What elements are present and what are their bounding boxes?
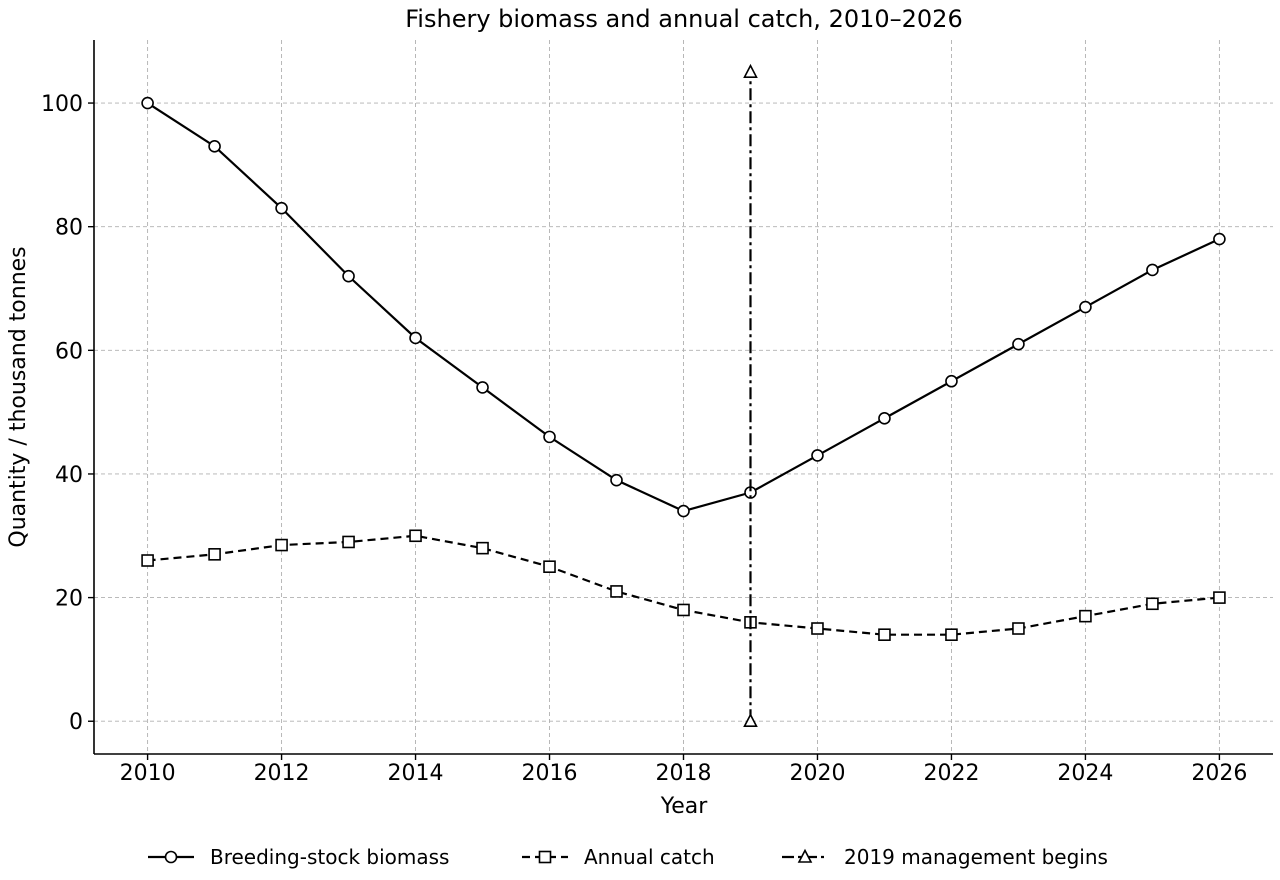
data-point-square	[409, 529, 422, 543]
data-point-circle	[543, 430, 556, 444]
data-point-circle	[208, 140, 221, 153]
x-tick-label: 2020	[789, 761, 845, 786]
legend-label: 2019 management begins	[844, 845, 1108, 869]
x-tick-label: 2012	[254, 761, 310, 786]
series-1	[141, 529, 1226, 641]
x-tick-label: 2022	[923, 761, 979, 786]
data-point-square	[543, 560, 556, 573]
data-point-square	[878, 628, 891, 641]
ticks: 2010 2012 2014 2016 2018 2020 2022 2024 2026 0 20 4…	[41, 92, 1247, 786]
data-point-square	[476, 541, 489, 555]
x-tick-label: 2014	[388, 761, 444, 786]
y-axis-label: Quantity / thousand tonnes	[6, 246, 31, 547]
series-layer	[141, 63, 1226, 728]
data-point-circle	[945, 374, 958, 388]
series-line	[147, 534, 1220, 636]
data-point-triangle	[743, 713, 758, 728]
x-tick-label: 2016	[522, 761, 578, 786]
data-point-circle	[275, 201, 288, 215]
series-2	[743, 63, 758, 728]
x-tick-label: 2010	[120, 761, 176, 786]
data-point-circle	[677, 504, 690, 518]
data-point-square	[342, 535, 355, 549]
y-tick-label: 60	[55, 339, 83, 364]
data-point-circle	[610, 473, 623, 487]
y-tick-label: 40	[55, 463, 83, 488]
data-point-square	[945, 628, 958, 641]
legend-label: Annual catch	[584, 845, 715, 869]
legend-marker-circle	[164, 850, 178, 864]
y-tick-label: 20	[55, 587, 83, 612]
data-point-triangle	[743, 63, 758, 78]
data-point-circle	[1012, 337, 1025, 351]
data-point-square	[1213, 591, 1226, 604]
x-tick-label: 2026	[1191, 761, 1247, 786]
series-0	[141, 96, 1226, 518]
data-point-circle	[141, 96, 154, 110]
data-point-square	[141, 554, 154, 567]
legend-marker-triangle	[797, 848, 813, 863]
data-point-square	[1146, 597, 1159, 611]
y-tick-label: 100	[41, 92, 83, 117]
data-point-circle	[1079, 300, 1092, 314]
x-axis-label: Year	[660, 794, 709, 819]
data-point-circle	[811, 449, 824, 462]
y-tick-label: 0	[69, 710, 83, 735]
x-tick-label: 2024	[1057, 761, 1113, 786]
legend-label: Breeding-stock biomass	[210, 845, 449, 869]
data-point-square	[1079, 609, 1092, 623]
data-point-square	[275, 538, 288, 552]
legend-marker-square	[538, 850, 552, 864]
data-point-square	[208, 548, 221, 561]
grid	[94, 40, 1273, 754]
data-point-circle	[342, 269, 355, 283]
legend-item: Breeding-stock biomass	[148, 845, 449, 869]
data-point-square	[811, 622, 824, 635]
data-point-circle	[1213, 232, 1226, 246]
data-point-circle	[409, 331, 422, 345]
data-point-circle	[878, 412, 891, 425]
x-tick-label: 2018	[656, 761, 712, 786]
legend: Breeding-stock biomass Annual catch 2019 m…	[148, 845, 1108, 869]
chart-title: Fishery biomass and annual catch, 2010–2…	[405, 5, 962, 33]
data-point-square	[1012, 622, 1025, 635]
legend-item: Annual catch	[522, 845, 715, 869]
y-tick-label: 80	[55, 216, 83, 241]
data-point-square	[677, 603, 690, 617]
legend-item: 2019 management begins	[782, 845, 1108, 869]
data-point-circle	[1146, 263, 1159, 277]
data-point-square	[610, 585, 623, 598]
data-point-circle	[476, 381, 489, 394]
